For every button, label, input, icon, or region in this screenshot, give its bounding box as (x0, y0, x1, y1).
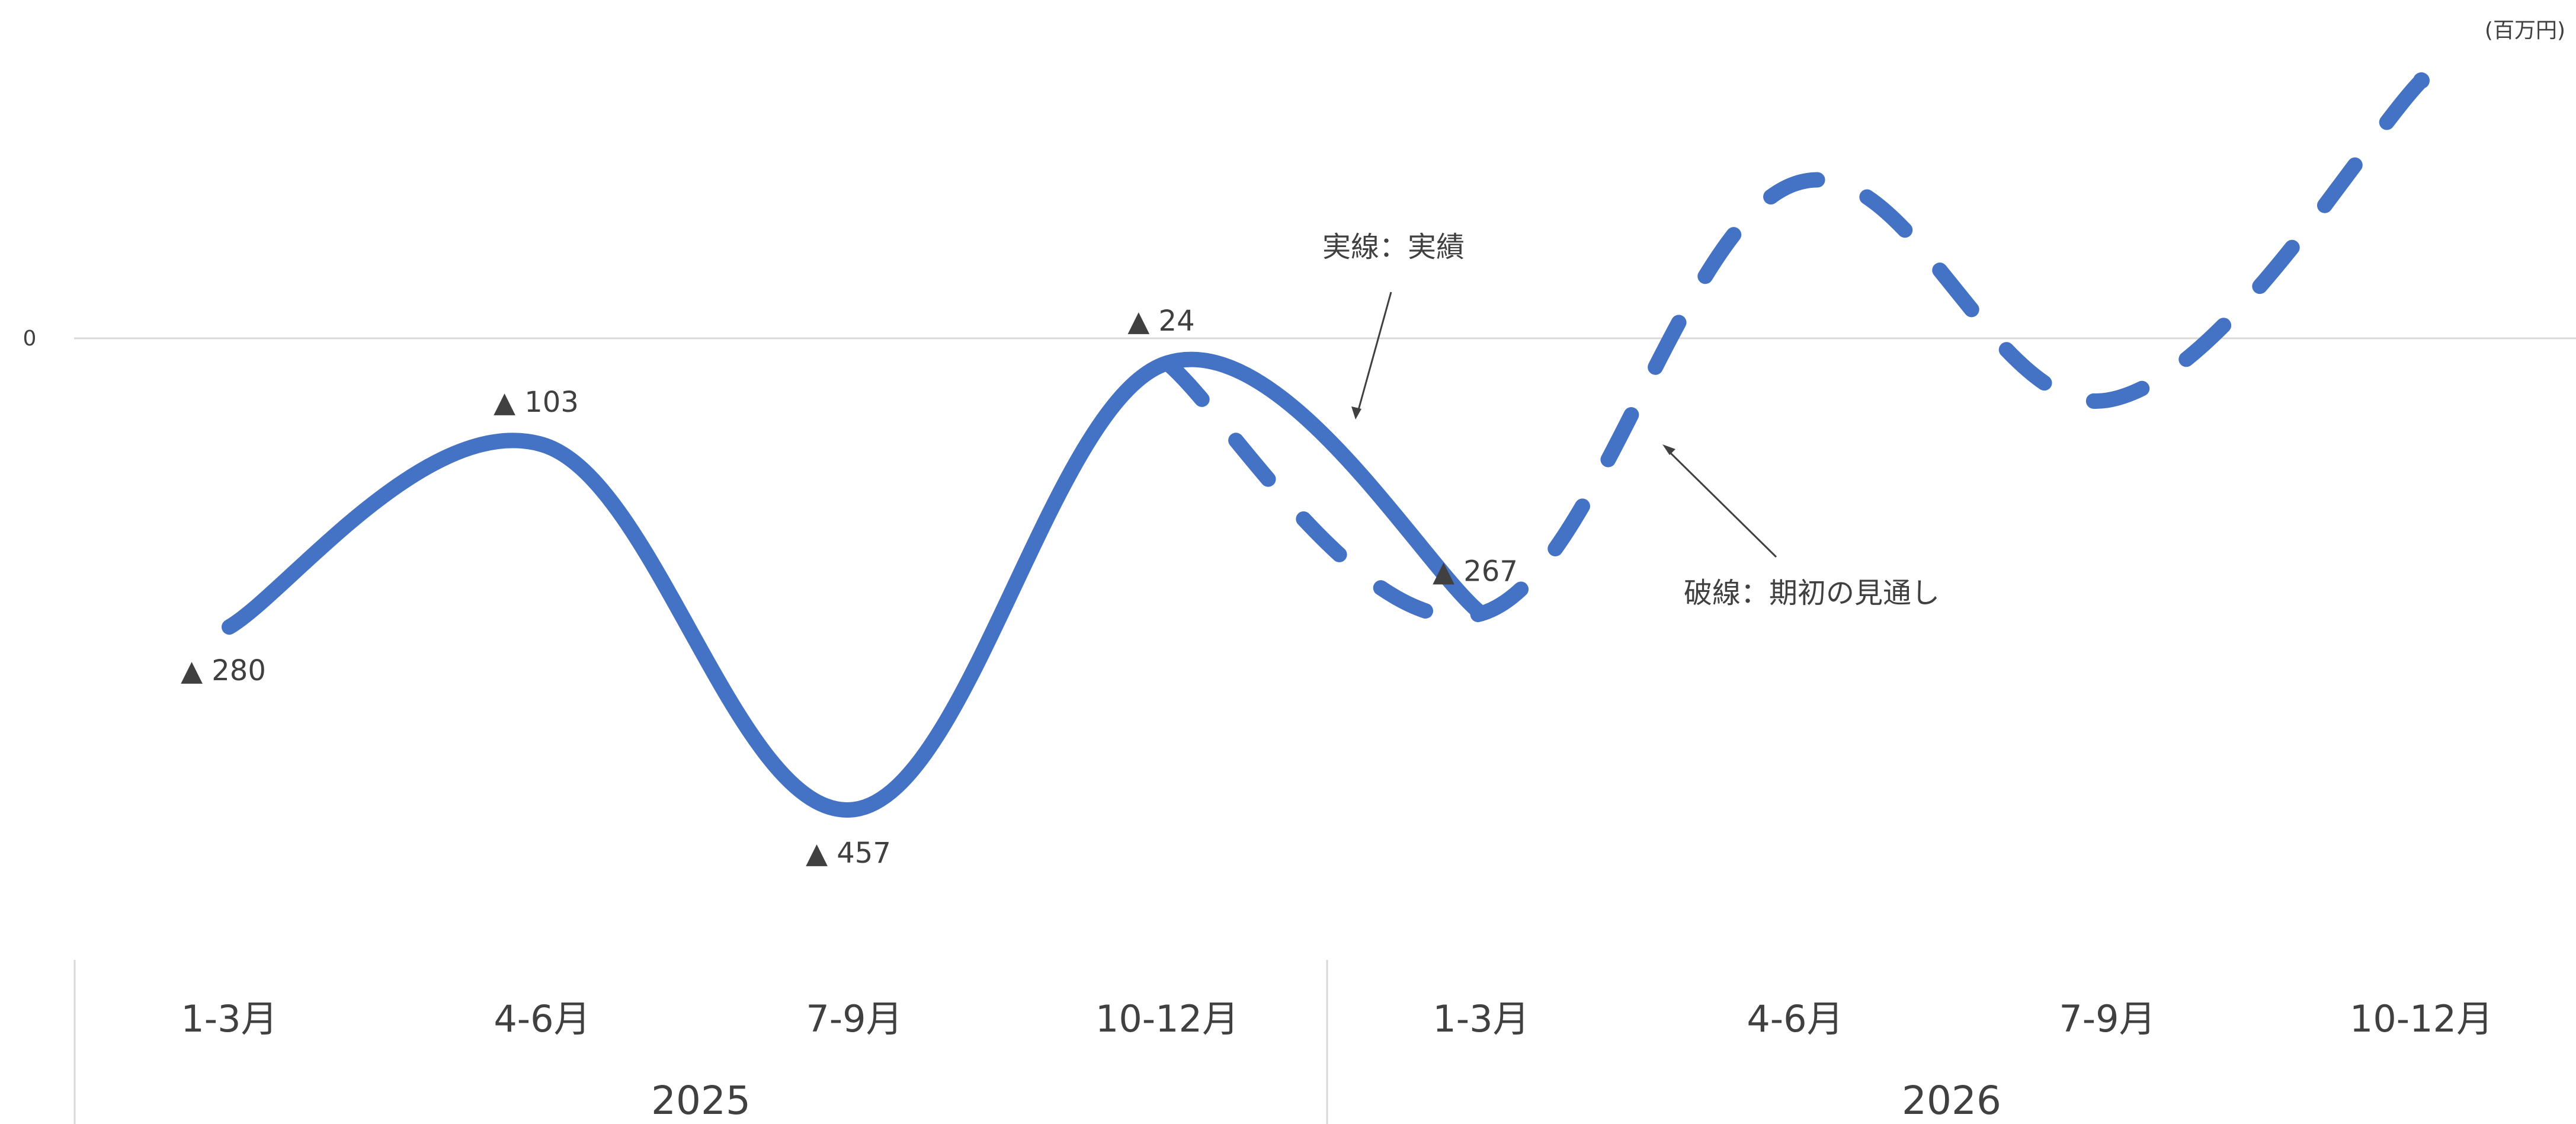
data-label: ▲ 280 (181, 654, 266, 687)
x-tick-label: 10-12月 (1095, 997, 1239, 1040)
series-actual-line (222, 351, 1489, 818)
x-group-label: 2026 (1902, 1078, 2001, 1123)
x-tick-label: 4-6月 (1747, 997, 1843, 1040)
series-forecast-line (1159, 73, 2429, 625)
annotation-forecast: 破線：期初の見通し (1684, 577, 1940, 610)
x-tick-label: 1-3月 (1433, 997, 1529, 1040)
annotation-actual-arrow (1357, 292, 1392, 412)
data-label: ▲ 103 (494, 386, 579, 419)
x-group-label: 2025 (651, 1078, 751, 1123)
x-tick-label: 7-9月 (806, 997, 902, 1040)
x-tick-label: 4-6月 (494, 997, 590, 1040)
zero-tick-label: 0 (23, 326, 37, 351)
annotation-actual: 実線：実績 (1322, 230, 1465, 264)
annotation-forecast-arrow (1667, 449, 1777, 558)
unit-label: (百万円) (2484, 18, 2565, 43)
x-tick-label: 10-12月 (2350, 997, 2493, 1040)
x-tick-label: 7-9月 (2059, 997, 2155, 1040)
annotation-forecast-arrowhead (1662, 444, 1675, 455)
data-label: ▲ 457 (806, 837, 891, 870)
x-tick-label: 1-3月 (181, 997, 277, 1040)
data-label: ▲ 24 (1127, 305, 1194, 338)
annotation-actual-arrowhead (1351, 406, 1361, 420)
data-label: ▲ 267 (1433, 555, 1518, 588)
forecast-end-point (2413, 72, 2430, 89)
